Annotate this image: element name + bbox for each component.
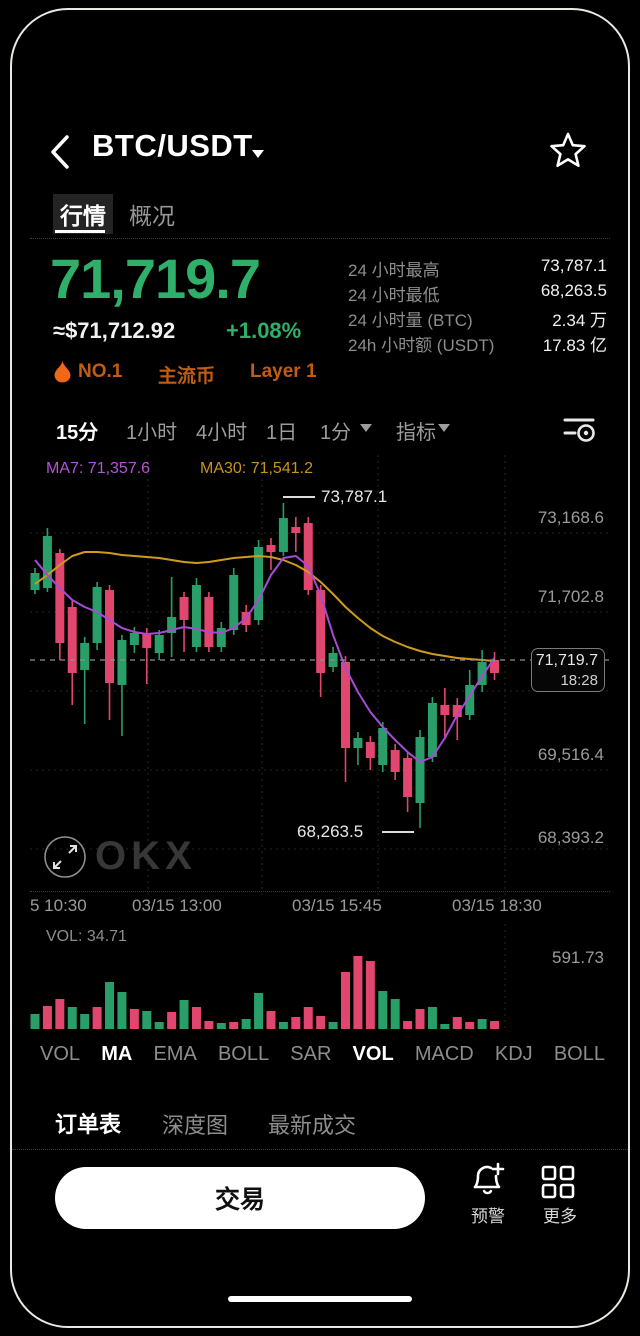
candlestick-chart[interactable] [30,455,612,895]
timeframe-dropdown[interactable]: 1分 [320,422,352,444]
volume-max-label: 591.73 [552,948,604,967]
stat-volume-value: 2.34 万 [552,311,607,330]
indicator-dropdown[interactable]: 指标 [396,422,436,444]
current-price-tag: 71,719.7 18:28 [531,648,605,692]
category-badge[interactable]: 主流币 [158,366,216,387]
rank-badge[interactable]: NO.1 [78,361,123,382]
fullscreen-expand-icon[interactable] [42,834,90,882]
chart-axis-divider [30,891,610,892]
x-axis-label-4: 03/15 18:30 [452,896,542,915]
y-axis-label-3: 69,516.4 [537,745,604,764]
tab-latest-trades[interactable]: 最新成交 [268,1113,357,1138]
chart-gridlines [30,455,612,895]
tab-depth[interactable]: 深度图 [162,1113,229,1138]
indicator-kdj[interactable]: KDJ [494,1043,533,1065]
layer-badge[interactable]: Layer 1 [250,361,317,382]
indicator-vol[interactable]: VOL [40,1043,81,1065]
low-annotation: 68,263.5 [297,822,364,841]
x-axis-label-2: 03/15 13:00 [132,896,222,915]
indicator-sar[interactable]: SAR [290,1043,332,1065]
back-icon[interactable] [48,134,72,170]
indicator-dropdown-caret-icon[interactable] [438,424,450,432]
stat-high-label: 24 小时最高 [348,261,440,280]
indicator-boll[interactable]: BOLL [217,1043,270,1065]
okx-watermark: OKX [95,834,197,878]
indicator-ma[interactable]: MA [101,1043,133,1065]
pair-dropdown-caret-icon[interactable] [252,150,264,158]
indicator-boll2[interactable]: BOLL [553,1043,605,1065]
ma30-label: MA30: 71,541.2 [200,460,313,477]
stat-turnover-label: 24h 小时额 (USDT) [348,336,495,355]
indicator-vol2[interactable]: VOL [352,1043,394,1065]
timeframe-4h[interactable]: 4小时 [196,422,248,444]
stat-low-label: 24 小时最低 [348,286,440,305]
high-annotation: 73,787.1 [321,487,388,506]
tab-overview[interactable]: 概况 [129,203,175,229]
trade-button[interactable]: 交易 [55,1167,425,1229]
price-change: +1.08% [226,318,302,343]
favorite-star-icon[interactable] [549,131,587,169]
y-axis-label-1: 73,168.6 [537,508,604,527]
x-axis-label-3: 03/15 15:45 [292,896,382,915]
current-price-tag-price: 71,719.7 [535,652,598,669]
more-grid-icon[interactable] [540,1164,578,1200]
volume-chart[interactable] [30,924,612,1032]
tab-market[interactable]: 行情 [53,194,113,234]
tab-market-underline [55,230,105,233]
indicator-tab-bar: VOL MA EMA BOLL SAR VOL MACD KDJ BOLL [40,1043,605,1066]
stat-high-value: 73,787.1 [540,256,607,275]
indicator-macd[interactable]: MACD [414,1043,474,1065]
chart-settings-icon[interactable] [562,412,602,446]
trade-button-label: 交易 [214,1186,265,1214]
y-axis-label-2: 71,702.8 [537,587,604,606]
header-divider [30,238,610,239]
ma7-label: MA7: 71,357.6 [46,460,151,477]
stat-turnover-value: 17.83 亿 [542,336,607,355]
stat-low-value: 68,263.5 [540,281,607,300]
more-label[interactable]: 更多 [543,1207,577,1226]
timeframe-dropdown-caret-icon[interactable] [360,424,372,432]
stat-volume-label: 24 小时量 (BTC) [348,311,473,330]
timeframe-15m[interactable]: 15分 [56,422,99,444]
volume-current-label: VOL: 34.71 [46,928,127,945]
last-price: 71,719.7 [50,247,261,310]
tab-orderbook[interactable]: 订单表 [55,1112,122,1137]
timeframe-1d[interactable]: 1日 [266,422,298,444]
pair-title[interactable]: BTC/USDT [92,128,253,163]
price-alert-bell-icon[interactable] [465,1160,509,1200]
current-price-tag-time: 18:28 [560,672,598,689]
indicator-ema[interactable]: EMA [153,1043,197,1065]
alert-label[interactable]: 预警 [471,1207,505,1226]
flame-icon [54,360,71,383]
fiat-price: ≈$71,712.92 [53,318,176,343]
home-indicator[interactable] [228,1296,412,1302]
y-axis-label-4: 68,393.2 [537,828,604,847]
x-axis-label-1: 5 10:30 [30,896,87,915]
timeframe-1h[interactable]: 1小时 [126,422,178,444]
footer-divider [12,1149,628,1150]
